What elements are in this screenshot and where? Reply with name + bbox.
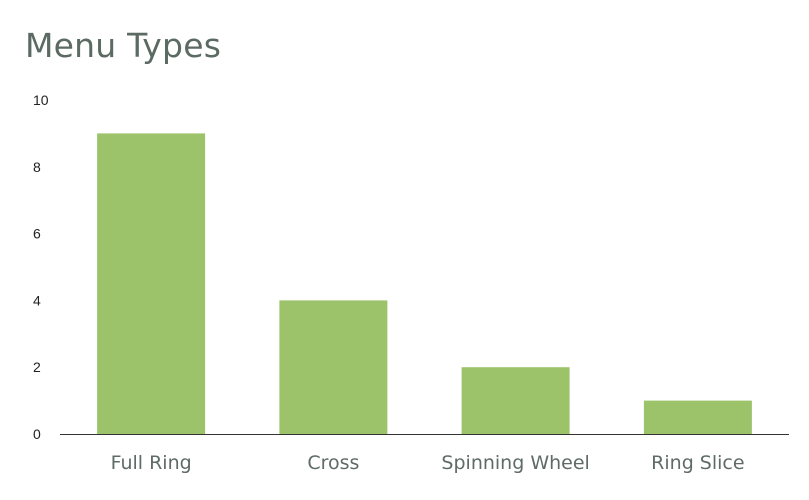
bar	[279, 300, 388, 434]
y-axis-ticks: 0 2 4 6 8 10	[33, 92, 49, 442]
x-tick-label: Cross	[307, 452, 359, 474]
bar	[97, 133, 206, 434]
y-tick-label: 0	[33, 426, 41, 442]
y-tick-label: 2	[33, 359, 41, 375]
x-tick-label: Spinning Wheel	[441, 452, 589, 474]
x-axis-ticks: Full Ring Cross Spinning Wheel Ring Slice	[111, 452, 745, 474]
y-tick-label: 8	[33, 159, 41, 175]
bar	[643, 400, 752, 434]
y-tick-label: 6	[33, 226, 41, 242]
y-tick-label: 4	[33, 292, 41, 308]
chart-title: Menu Types	[25, 26, 222, 65]
bar	[461, 367, 570, 434]
x-tick-label: Full Ring	[111, 452, 192, 474]
x-tick-label: Ring Slice	[651, 452, 744, 474]
bars	[97, 133, 752, 434]
y-tick-label: 10	[33, 92, 49, 108]
